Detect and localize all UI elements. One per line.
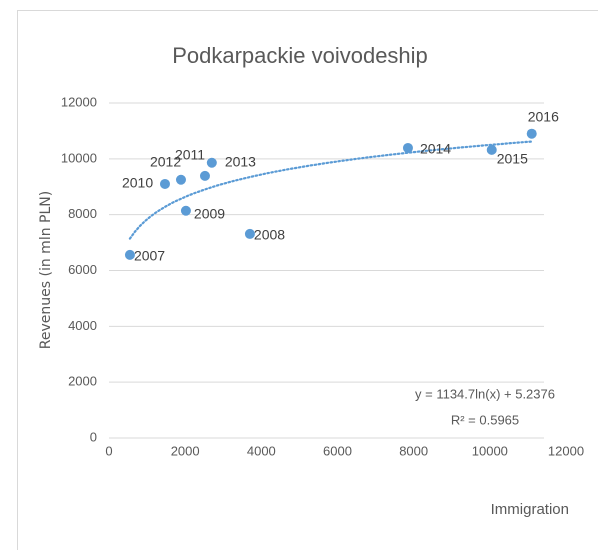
data-point	[180, 205, 191, 216]
x-tick-label: 2000	[171, 443, 200, 458]
data-point	[486, 144, 497, 155]
point-label: 2007	[134, 248, 165, 264]
trendline-r-squared: R² = 0.5965	[451, 412, 519, 427]
y-tick-label: 2000	[68, 374, 97, 389]
point-label: 2011	[175, 147, 205, 163]
data-point	[206, 157, 217, 168]
trendline	[128, 140, 533, 240]
y-tick-label: 10000	[61, 150, 97, 165]
y-tick-label: 8000	[68, 206, 97, 221]
data-point	[159, 178, 170, 189]
data-point	[175, 174, 186, 185]
point-label: 2013	[225, 153, 256, 169]
point-label: 2016	[528, 108, 559, 124]
x-tick-label: 12000	[548, 443, 584, 458]
x-tick-label: 4000	[247, 443, 276, 458]
point-label: 2010	[122, 175, 153, 191]
point-label: 2015	[497, 151, 528, 167]
chart-title: Podkarpackie voivodeship	[172, 43, 428, 68]
y-tick-label: 12000	[61, 94, 97, 109]
data-point	[199, 170, 210, 181]
point-label: 2009	[194, 205, 225, 221]
data-point	[402, 142, 413, 153]
trendline-equation: y = 1134.7ln(x) + 5.2376	[415, 386, 555, 401]
x-tick-label: 6000	[323, 443, 352, 458]
x-tick-label: 8000	[399, 443, 428, 458]
data-point	[526, 128, 537, 139]
x-tick-label: 0	[105, 443, 112, 458]
x-tick-label: 10000	[472, 443, 508, 458]
y-tick-label: 4000	[68, 318, 97, 333]
point-label: 2008	[254, 227, 285, 243]
x-axis-label: Immigration	[491, 501, 569, 518]
y-tick-label: 0	[90, 429, 97, 444]
data-point	[244, 228, 255, 239]
chart-border	[17, 10, 598, 550]
point-label: 2014	[420, 141, 451, 157]
data-point	[124, 249, 135, 260]
y-tick-label: 6000	[68, 262, 97, 277]
point-label: 2012	[150, 153, 181, 169]
y-axis-label: Revenues (in mln PLN)	[38, 191, 54, 349]
